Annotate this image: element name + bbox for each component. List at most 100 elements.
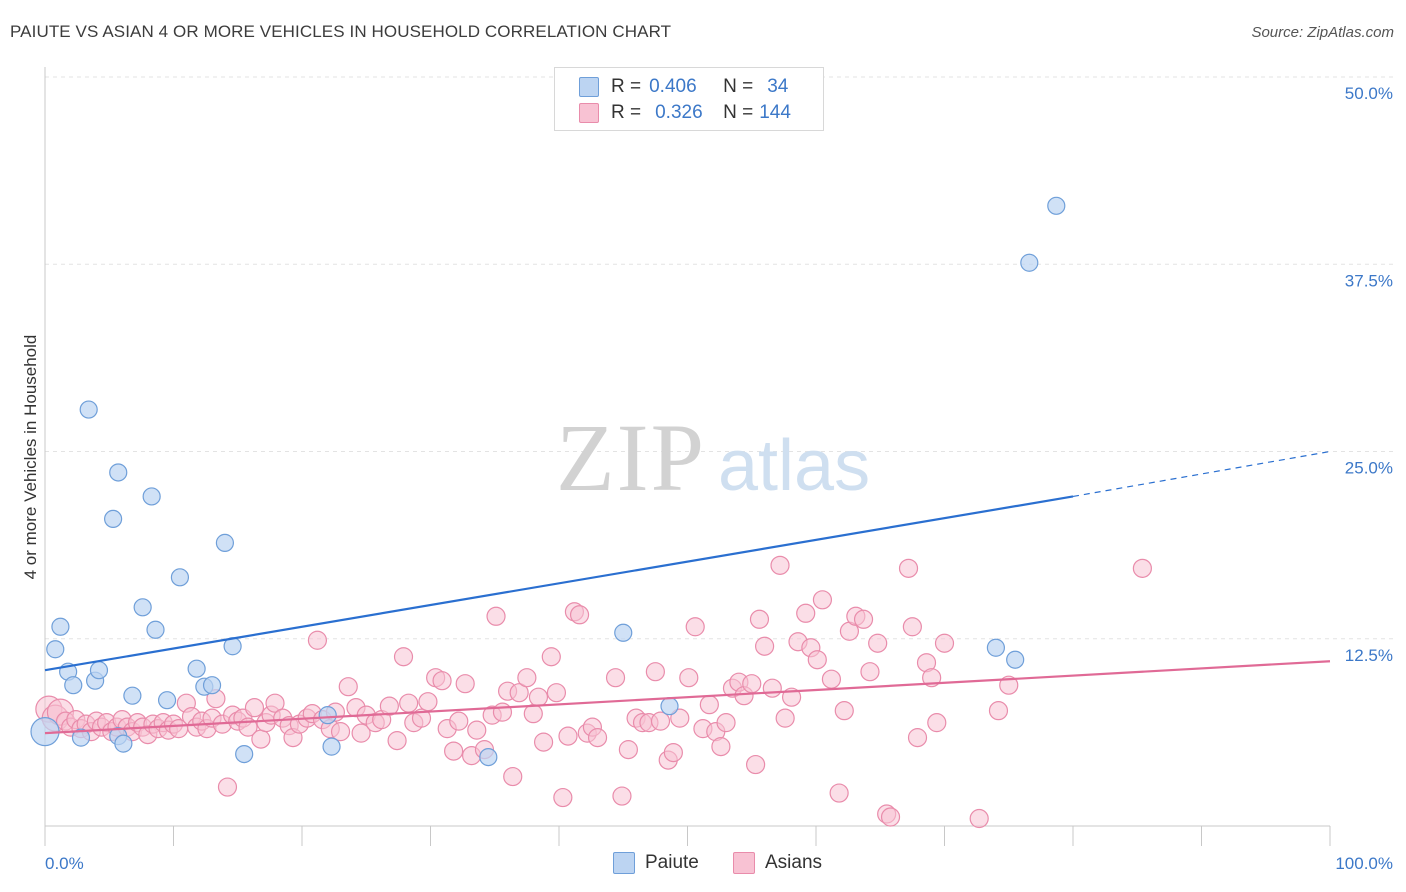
asians-point bbox=[399, 693, 419, 713]
legend-r-label: R = bbox=[611, 102, 642, 123]
paiute-point bbox=[104, 509, 123, 529]
asians-trend-line bbox=[44, 660, 1331, 735]
asians-point bbox=[796, 603, 816, 623]
paiute-point bbox=[51, 617, 70, 636]
asians-point bbox=[509, 683, 529, 703]
paiute-point bbox=[89, 661, 109, 680]
series-legend-asians: Asians bbox=[733, 852, 822, 874]
watermark-atlas: atlas bbox=[718, 426, 870, 506]
asians-point bbox=[523, 704, 543, 724]
paiute-trend-line bbox=[44, 495, 1074, 672]
paiute-point bbox=[986, 638, 1006, 657]
paiute-point bbox=[133, 598, 152, 617]
asians-point bbox=[444, 741, 464, 761]
asians-point bbox=[907, 728, 928, 748]
asians-point bbox=[455, 674, 475, 694]
paiute-point bbox=[660, 697, 679, 716]
asians-point bbox=[663, 742, 683, 763]
paiute-point bbox=[123, 686, 142, 705]
asians-point bbox=[486, 606, 506, 626]
asians-point bbox=[762, 678, 782, 698]
asians-point bbox=[746, 754, 766, 775]
paiute-point bbox=[614, 623, 633, 642]
series-legend-paiute: Paiute bbox=[613, 852, 699, 874]
y-axis-label: 4 or more Vehicles in Household bbox=[21, 335, 40, 580]
asians-point bbox=[244, 698, 265, 718]
asians-point bbox=[999, 675, 1019, 695]
paiute-point bbox=[215, 533, 234, 552]
paiute-point bbox=[142, 487, 161, 506]
asians-point bbox=[834, 701, 854, 721]
y-tick-label: 37.5% bbox=[1345, 271, 1393, 290]
paiute-point bbox=[71, 728, 91, 747]
paiute-point bbox=[202, 676, 222, 695]
asians-point bbox=[411, 708, 432, 728]
asians-point bbox=[749, 609, 770, 629]
asians-point bbox=[868, 633, 888, 653]
chart-source: Source: ZipAtlas.com bbox=[1251, 24, 1394, 41]
paiute-point bbox=[318, 706, 337, 725]
asians-point bbox=[988, 701, 1009, 721]
asians-point bbox=[812, 590, 833, 610]
paiute-point bbox=[157, 691, 177, 710]
series-swatch-asians bbox=[733, 852, 755, 874]
legend-row-paiute: R = 0.406 N = 34 bbox=[579, 74, 788, 100]
paiute-point bbox=[109, 463, 128, 482]
legend-n-value: 34 bbox=[767, 76, 789, 97]
asians-point bbox=[670, 708, 690, 728]
asians-point bbox=[821, 669, 842, 689]
asians-point bbox=[754, 636, 775, 656]
paiute-points bbox=[30, 196, 1066, 767]
asians-point bbox=[770, 555, 790, 575]
paiute-point bbox=[1006, 650, 1025, 669]
paiute-point bbox=[322, 737, 341, 756]
y-tick-label: 12.5% bbox=[1345, 646, 1393, 665]
paiute-point bbox=[46, 640, 65, 659]
asians-point bbox=[251, 729, 271, 749]
asians-point bbox=[265, 693, 285, 713]
asians-point bbox=[307, 630, 328, 650]
asians-point bbox=[934, 633, 955, 653]
asians-point bbox=[902, 617, 922, 637]
paiute-point bbox=[170, 568, 190, 587]
asians-point bbox=[807, 650, 827, 670]
series-swatch-paiute bbox=[613, 852, 635, 874]
asians-point bbox=[742, 674, 762, 694]
legend-row-asians: R = 0.326 N = 144 bbox=[579, 100, 791, 126]
asians-point bbox=[685, 617, 705, 637]
paiute-point bbox=[114, 734, 133, 753]
asians-point bbox=[379, 696, 399, 716]
asians-point bbox=[528, 687, 549, 707]
legend-swatch-paiute bbox=[579, 77, 599, 97]
legend-swatch-asians bbox=[579, 103, 599, 123]
asians-point bbox=[587, 728, 608, 748]
asians-point bbox=[492, 702, 513, 722]
x-tick-label: 100.0% bbox=[1335, 854, 1393, 873]
asians-point bbox=[393, 647, 414, 667]
asians-point bbox=[612, 786, 632, 806]
paiute-point bbox=[64, 676, 83, 695]
paiute-point bbox=[187, 659, 206, 678]
asians-point bbox=[351, 723, 371, 743]
asians-point bbox=[338, 677, 358, 697]
axis-labels: 12.5% 25.0% 37.5% 50.0% 0.0% 100.0% 4 or more … bbox=[21, 84, 1393, 873]
asians-point bbox=[533, 732, 554, 752]
paiute-point bbox=[1047, 196, 1066, 215]
asians-point bbox=[467, 720, 487, 740]
asians-point bbox=[853, 609, 874, 629]
asians-point bbox=[829, 783, 849, 803]
asians-point bbox=[418, 692, 438, 712]
asians-point bbox=[1132, 558, 1152, 578]
series-legend: Paiute Asians bbox=[0, 852, 1406, 878]
asians-point bbox=[503, 766, 523, 787]
paiute-point bbox=[235, 744, 254, 764]
asians-point bbox=[927, 713, 947, 733]
asians-point bbox=[860, 662, 880, 682]
asians-point bbox=[432, 671, 452, 691]
legend-n-value: 144 bbox=[759, 102, 791, 123]
asians-point bbox=[605, 668, 626, 688]
asians-point bbox=[775, 708, 795, 728]
asians-point bbox=[716, 713, 736, 733]
paiute-point bbox=[1020, 253, 1039, 272]
asians-point bbox=[645, 662, 665, 682]
